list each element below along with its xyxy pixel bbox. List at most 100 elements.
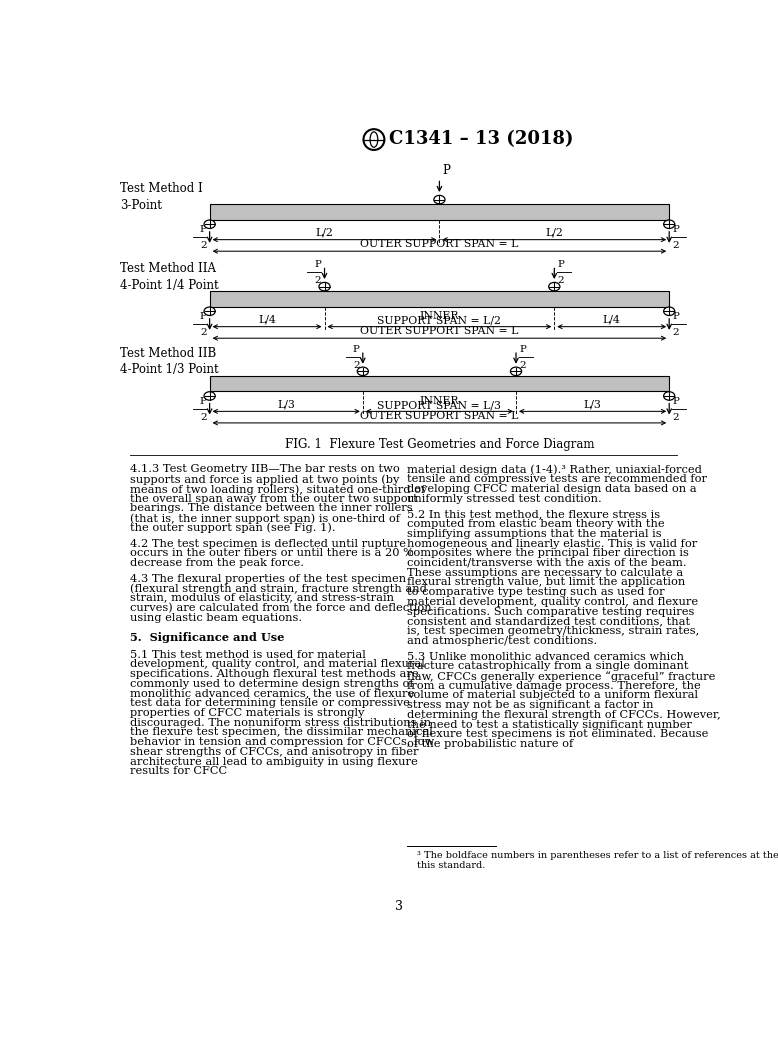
Text: P: P — [443, 163, 450, 177]
Text: architecture all lead to ambiguity in using flexure: architecture all lead to ambiguity in us… — [130, 757, 418, 767]
Text: OUTER SUPPORT SPAN = L: OUTER SUPPORT SPAN = L — [360, 410, 519, 421]
Text: the outer support span (see Fig. 1).: the outer support span (see Fig. 1). — [130, 523, 335, 533]
Text: 2: 2 — [200, 412, 206, 422]
Text: computed from elastic beam theory with the: computed from elastic beam theory with t… — [407, 519, 665, 529]
Ellipse shape — [357, 367, 369, 376]
Text: results for CFCC: results for CFCC — [130, 766, 227, 777]
Bar — [209, 376, 669, 391]
Text: P: P — [672, 397, 679, 406]
Text: P: P — [314, 260, 321, 269]
Text: curves) are calculated from the force and deflection: curves) are calculated from the force an… — [130, 603, 432, 613]
Text: L/4: L/4 — [258, 314, 276, 325]
Text: using elastic beam equations.: using elastic beam equations. — [130, 612, 302, 623]
Text: 4.2 The test specimen is deflected until rupture: 4.2 The test specimen is deflected until… — [130, 538, 406, 549]
Text: the overall span away from the outer two support: the overall span away from the outer two… — [130, 493, 418, 504]
Ellipse shape — [664, 307, 675, 315]
Ellipse shape — [510, 367, 521, 376]
Text: P: P — [519, 345, 526, 354]
Text: P: P — [200, 312, 206, 321]
Text: fracture catastrophically from a single dominant: fracture catastrophically from a single … — [407, 661, 689, 671]
Text: specifications. Although flexural test methods are: specifications. Although flexural test m… — [130, 669, 419, 679]
Text: L/2: L/2 — [545, 227, 563, 237]
Text: 4.1.3 Test Geometry IIB—The bar rests on two: 4.1.3 Test Geometry IIB—The bar rests on… — [130, 464, 400, 475]
Text: specifications. Such comparative testing requires: specifications. Such comparative testing… — [407, 607, 695, 616]
Text: 5.2 In this test method, the flexure stress is: 5.2 In this test method, the flexure str… — [407, 509, 661, 519]
Text: 4-Point 1/3 Point: 4-Point 1/3 Point — [121, 363, 219, 376]
Bar — [209, 204, 669, 220]
Text: material design data (1-4).³ Rather, uniaxial-forced: material design data (1-4).³ Rather, uni… — [407, 464, 702, 475]
Text: P: P — [672, 225, 679, 234]
Text: of flexure test specimens is not eliminated. Because: of flexure test specimens is not elimina… — [407, 730, 709, 739]
Text: L/4: L/4 — [603, 314, 621, 325]
Text: L/3: L/3 — [584, 399, 601, 409]
Text: OUTER SUPPORT SPAN = L: OUTER SUPPORT SPAN = L — [360, 238, 519, 249]
Text: INNER: INNER — [419, 396, 459, 406]
Ellipse shape — [548, 282, 560, 290]
Text: behavior in tension and compression for CFCCs, low: behavior in tension and compression for … — [130, 737, 434, 747]
Ellipse shape — [664, 391, 675, 400]
Text: 2: 2 — [200, 328, 206, 337]
Text: These assumptions are necessary to calculate a: These assumptions are necessary to calcu… — [407, 567, 683, 578]
Ellipse shape — [434, 196, 445, 204]
Text: uniformly stressed test condition.: uniformly stressed test condition. — [407, 493, 602, 504]
Text: stress may not be as significant a factor in: stress may not be as significant a facto… — [407, 701, 654, 710]
Ellipse shape — [664, 220, 675, 228]
Text: discouraged. The nonuniform stress distributions in: discouraged. The nonuniform stress distr… — [130, 717, 431, 728]
Text: is, test specimen geometry/thickness, strain rates,: is, test specimen geometry/thickness, st… — [407, 627, 699, 636]
Ellipse shape — [319, 282, 330, 290]
Text: volume of material subjected to a uniform flexural: volume of material subjected to a unifor… — [407, 690, 698, 701]
Text: P: P — [557, 260, 564, 269]
Text: FIG. 1  Flexure Test Geometries and Force Diagram: FIG. 1 Flexure Test Geometries and Force… — [285, 438, 594, 452]
Text: test data for determining tensile or compressive: test data for determining tensile or com… — [130, 699, 410, 708]
Text: coincident/transverse with the axis of the beam.: coincident/transverse with the axis of t… — [407, 558, 687, 568]
Text: means of two loading rollers), situated one-third of: means of two loading rollers), situated … — [130, 484, 425, 494]
Text: the need to test a statistically significant number: the need to test a statistically signifi… — [407, 719, 692, 730]
Text: C1341 – 13 (2018): C1341 – 13 (2018) — [389, 130, 573, 149]
Text: from a cumulative damage process. Therefore, the: from a cumulative damage process. Theref… — [407, 681, 701, 691]
Ellipse shape — [204, 391, 216, 400]
Text: Test Method I: Test Method I — [121, 182, 203, 196]
Text: development, quality control, and material flexural: development, quality control, and materi… — [130, 659, 425, 669]
Text: 2: 2 — [672, 240, 679, 250]
Text: (flexural strength and strain, fracture strength and: (flexural strength and strain, fracture … — [130, 583, 426, 593]
Text: shear strengths of CFCCs, and anisotropy in fiber: shear strengths of CFCCs, and anisotropy… — [130, 747, 419, 757]
Text: 5.  Significance and Use: 5. Significance and Use — [130, 632, 284, 643]
Text: P: P — [672, 312, 679, 321]
Text: of the probabilistic nature of: of the probabilistic nature of — [407, 739, 573, 750]
Text: 2: 2 — [519, 360, 526, 370]
Text: occurs in the outer fibers or until there is a 20 %: occurs in the outer fibers or until ther… — [130, 549, 414, 558]
Text: flaw, CFCCs generally experience “graceful” fracture: flaw, CFCCs generally experience “gracef… — [407, 671, 716, 682]
Text: 4.3 The flexural properties of the test specimen: 4.3 The flexural properties of the test … — [130, 574, 406, 584]
Text: commonly used to determine design strengths of: commonly used to determine design streng… — [130, 679, 413, 689]
Text: OUTER SUPPORT SPAN = L: OUTER SUPPORT SPAN = L — [360, 326, 519, 336]
Text: and atmospheric/test conditions.: and atmospheric/test conditions. — [407, 636, 598, 645]
Text: Test Method IIA: Test Method IIA — [121, 262, 216, 276]
Text: material development, quality control, and flexure: material development, quality control, a… — [407, 596, 699, 607]
Text: 4-Point 1/4 Point: 4-Point 1/4 Point — [121, 279, 219, 291]
Text: 2: 2 — [557, 276, 564, 285]
Text: consistent and standardized test conditions, that: consistent and standardized test conditi… — [407, 616, 690, 627]
Ellipse shape — [204, 307, 216, 315]
Text: homogeneous and linearly elastic. This is valid for: homogeneous and linearly elastic. This i… — [407, 538, 698, 549]
Text: strain, modulus of elasticity, and stress-strain: strain, modulus of elasticity, and stres… — [130, 593, 394, 603]
Text: 2: 2 — [353, 360, 359, 370]
Text: P: P — [200, 397, 206, 406]
Text: supports and force is applied at two points (by: supports and force is applied at two poi… — [130, 475, 399, 485]
Text: composites where the principal fiber direction is: composites where the principal fiber dir… — [407, 549, 689, 558]
Ellipse shape — [204, 220, 216, 228]
Text: ³ The boldface numbers in parentheses refer to a list of references at the end o: ³ The boldface numbers in parentheses re… — [416, 852, 778, 860]
Text: this standard.: this standard. — [416, 861, 485, 870]
Text: (that is, the inner support span) is one-third of: (that is, the inner support span) is one… — [130, 513, 400, 524]
Text: 2: 2 — [672, 412, 679, 422]
Text: 2: 2 — [315, 276, 321, 285]
Text: SUPPORT SPAN = L/3: SUPPORT SPAN = L/3 — [377, 400, 501, 410]
Text: 2: 2 — [672, 328, 679, 337]
Text: bearings. The distance between the inner rollers: bearings. The distance between the inner… — [130, 504, 412, 513]
Text: 2: 2 — [200, 240, 206, 250]
Text: to comparative type testing such as used for: to comparative type testing such as used… — [407, 587, 665, 598]
Text: 3: 3 — [394, 899, 403, 913]
Text: monolithic advanced ceramics, the use of flexure: monolithic advanced ceramics, the use of… — [130, 688, 414, 699]
Text: properties of CFCC materials is strongly: properties of CFCC materials is strongly — [130, 708, 364, 718]
Text: determining the flexural strength of CFCCs. However,: determining the flexural strength of CFC… — [407, 710, 721, 720]
Text: 3-Point: 3-Point — [121, 199, 163, 211]
